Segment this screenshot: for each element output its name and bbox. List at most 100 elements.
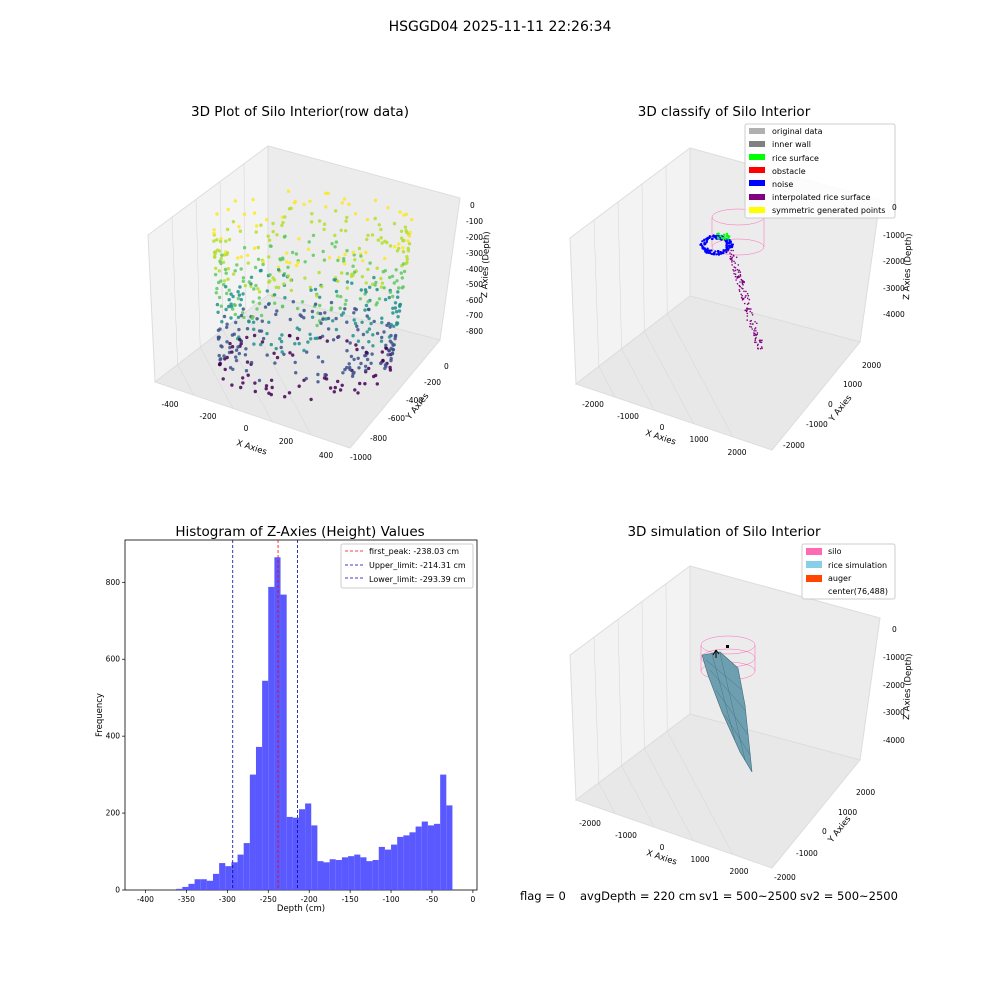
scatter-point: [297, 384, 301, 388]
scatter-point: [374, 303, 378, 307]
interpolated-point: [733, 270, 735, 272]
scatter-point: [309, 220, 314, 224]
scatter-point: [405, 257, 409, 262]
y-tick-label: 600: [106, 655, 121, 664]
legend-label: Lower_limit: -293.39 cm: [369, 575, 466, 584]
noise-point: [709, 252, 712, 255]
scatter-point: [315, 323, 319, 328]
panel-simulation-y-ticks: -2000 -1000 0 1000 2000: [774, 788, 875, 882]
x-tick-label: 1000: [690, 855, 709, 864]
scatter-point: [388, 325, 392, 329]
scatter-point: [274, 346, 278, 351]
scatter-point: [383, 256, 387, 261]
scatter-point: [222, 279, 227, 283]
scatter-point: [409, 217, 414, 222]
scatter-point: [323, 373, 327, 377]
noise-point: [704, 248, 708, 251]
scatter-point: [227, 288, 231, 292]
gridline: [593, 637, 600, 783]
noise-point: [715, 253, 718, 256]
scatter-point: [218, 249, 222, 253]
x-tick-label: -2000: [582, 400, 604, 409]
scatter-point: [334, 240, 339, 244]
noise-point: [701, 240, 704, 243]
scatter-point: [343, 302, 347, 306]
histogram-bar: [329, 859, 336, 890]
panel-raw-z-ticks: 0 -100 -200 -300 -400 -500 -600 -700 -80…: [466, 201, 483, 336]
scatter-point: [356, 328, 360, 332]
scatter-point: [325, 339, 329, 343]
scatter-point: [340, 271, 344, 275]
scatter-point: [227, 298, 231, 302]
scatter-point: [212, 228, 216, 232]
interpolated-point: [749, 310, 752, 313]
interpolated-point: [725, 249, 728, 252]
scatter-point: [387, 321, 391, 326]
noise-point: [719, 250, 722, 254]
scatter-point: [324, 191, 328, 195]
scatter-point: [366, 267, 370, 272]
scatter-point: [380, 316, 384, 320]
scatter-point: [369, 321, 373, 326]
interpolated-point: [741, 279, 744, 282]
scatter-point: [279, 345, 283, 350]
gridline: [593, 219, 600, 367]
scatter-point: [364, 303, 369, 308]
scatter-point: [282, 282, 286, 286]
histogram-bars: [176, 557, 453, 890]
noise-point: [707, 250, 710, 253]
auger-marker: [712, 649, 720, 658]
scatter-point: [257, 301, 262, 306]
interpolated-point: [759, 347, 762, 350]
z-tick-label: -1000: [883, 231, 905, 240]
scatter-point: [290, 250, 295, 255]
scatter-point: [309, 288, 313, 292]
scatter-point: [279, 339, 284, 344]
legend-swatch-obstacle: [749, 167, 765, 173]
scatter-point: [390, 352, 395, 356]
scatter-point: [231, 367, 235, 371]
histogram-bar: [206, 880, 213, 890]
scatter-point: [242, 315, 246, 320]
interpolated-point: [738, 289, 741, 291]
interpolated-point: [733, 266, 736, 268]
scatter-point: [355, 324, 359, 328]
scatter-point: [256, 257, 261, 261]
scatter-point: [227, 237, 232, 242]
scatter-point: [236, 296, 240, 301]
scatter-point: [372, 374, 376, 379]
scatter-point: [223, 367, 227, 372]
scatter-point: [372, 275, 376, 280]
scatter-point: [386, 353, 390, 357]
scatter-point: [219, 236, 223, 241]
scatter-point: [334, 209, 338, 213]
noise-point: [729, 240, 733, 243]
y-tick-label: -1000: [806, 420, 828, 429]
scatter-point: [322, 376, 327, 380]
z-tick-label: -2000: [883, 257, 905, 266]
scatter-point: [229, 316, 233, 320]
scatter-point: [367, 366, 371, 371]
z-tick-label: -100: [466, 217, 483, 226]
scatter-point: [335, 294, 340, 298]
interpolated-point: [735, 256, 738, 259]
scatter-point: [388, 275, 392, 280]
panel-classify-points: [699, 232, 763, 350]
interpolated-point: [734, 275, 737, 278]
z-tick-label: -400: [466, 265, 483, 274]
histogram-bar: [305, 803, 312, 890]
scatter-point: [251, 300, 255, 304]
scatter-point: [366, 300, 370, 304]
scatter-point: [226, 267, 230, 271]
scatter-point: [244, 369, 249, 373]
scatter-point: [289, 206, 293, 211]
interpolated-point: [757, 343, 759, 346]
histogram-bar: [372, 860, 379, 890]
panel-raw-points: [212, 189, 414, 402]
scatter-point: [226, 207, 230, 212]
scatter-point: [271, 229, 275, 234]
scatter-point: [229, 292, 233, 296]
gridline: [171, 217, 178, 365]
noise-point: [721, 251, 724, 254]
